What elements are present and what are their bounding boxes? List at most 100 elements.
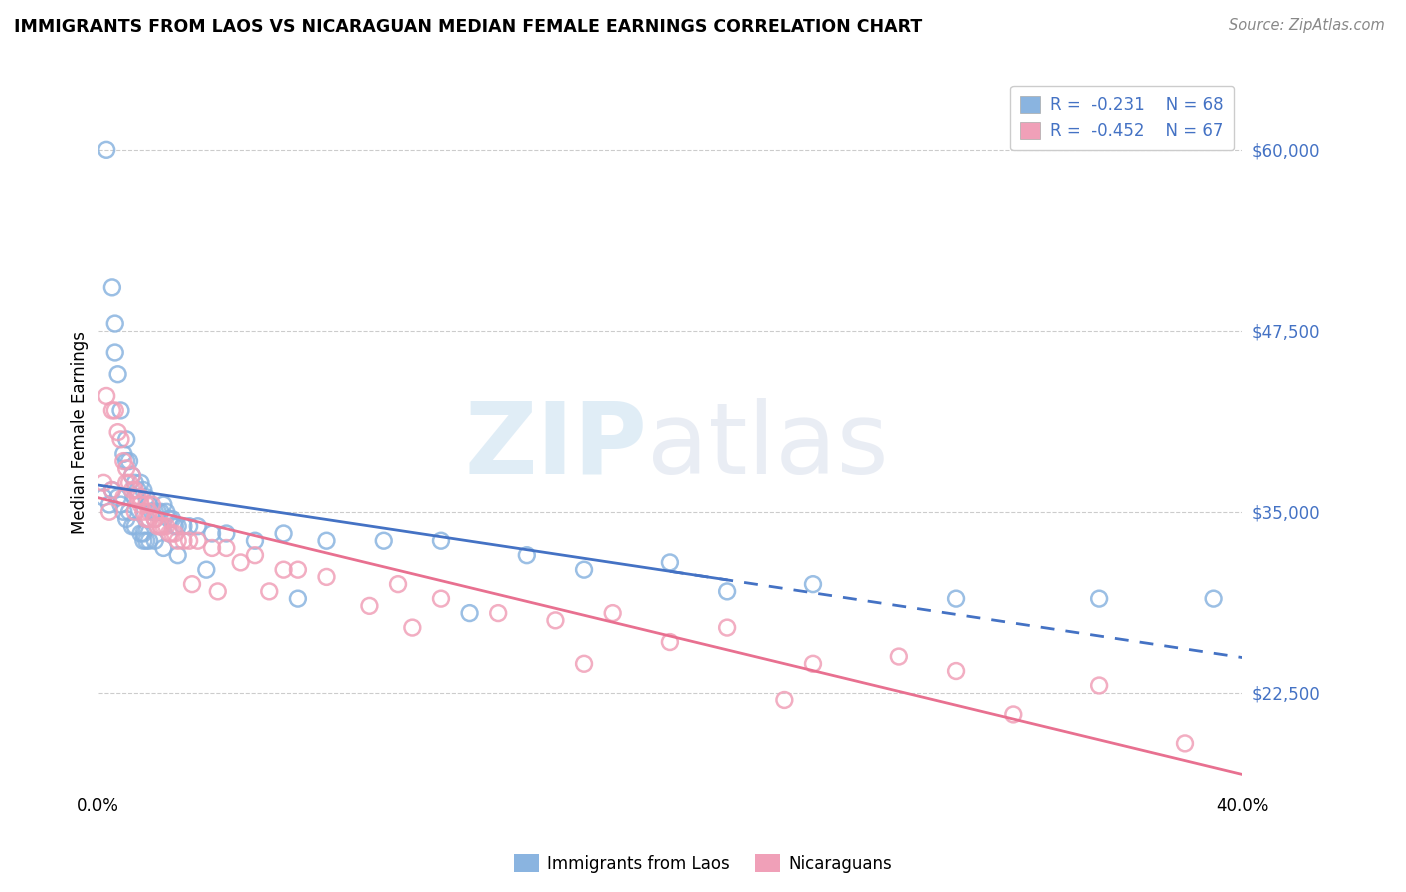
Point [127, 483, 149, 497]
Point [110, 498, 132, 512]
Point [544, 613, 567, 627]
Point [287, 591, 309, 606]
Point [115, 512, 138, 526]
Point [172, 533, 194, 548]
Point [1202, 591, 1225, 606]
Point [115, 461, 138, 475]
Point [124, 519, 146, 533]
Point [146, 505, 169, 519]
Point [149, 505, 172, 519]
Point [112, 447, 135, 461]
Point [152, 519, 174, 533]
Text: atlas: atlas [647, 398, 889, 495]
Point [273, 563, 295, 577]
Point [96, 389, 118, 403]
Point [110, 433, 132, 447]
Text: Source: ZipAtlas.com: Source: ZipAtlas.com [1229, 18, 1385, 33]
Y-axis label: Median Female Earnings: Median Female Earnings [72, 331, 89, 533]
Point [163, 526, 186, 541]
Text: ZIP: ZIP [464, 398, 647, 495]
Point [207, 584, 229, 599]
Point [138, 505, 160, 519]
Point [135, 533, 157, 548]
Point [945, 591, 967, 606]
Point [430, 533, 453, 548]
Point [104, 403, 127, 417]
Point [773, 693, 796, 707]
Legend: Immigrants from Laos, Nicaraguans: Immigrants from Laos, Nicaraguans [508, 847, 898, 880]
Point [243, 533, 266, 548]
Point [124, 475, 146, 490]
Point [141, 498, 163, 512]
Point [201, 526, 224, 541]
Point [121, 468, 143, 483]
Point [143, 512, 166, 526]
Point [118, 454, 141, 468]
Point [572, 563, 595, 577]
Point [132, 533, 155, 548]
Point [101, 403, 124, 417]
Point [387, 577, 409, 591]
Point [101, 280, 124, 294]
Point [273, 526, 295, 541]
Point [132, 526, 155, 541]
Point [215, 526, 238, 541]
Point [135, 490, 157, 504]
Point [315, 570, 337, 584]
Point [1088, 678, 1111, 692]
Point [801, 657, 824, 671]
Point [801, 577, 824, 591]
Point [121, 483, 143, 497]
Point [132, 505, 155, 519]
Point [107, 490, 129, 504]
Point [101, 483, 124, 497]
Point [115, 454, 138, 468]
Point [166, 533, 188, 548]
Point [243, 548, 266, 562]
Point [149, 519, 172, 533]
Point [458, 606, 481, 620]
Point [195, 563, 218, 577]
Point [135, 498, 157, 512]
Point [149, 519, 172, 533]
Point [96, 143, 118, 157]
Point [287, 563, 309, 577]
Point [115, 433, 138, 447]
Point [152, 498, 174, 512]
Point [160, 512, 183, 526]
Point [716, 621, 738, 635]
Point [166, 519, 188, 533]
Point [172, 519, 194, 533]
Point [118, 505, 141, 519]
Point [98, 505, 121, 519]
Point [516, 548, 538, 562]
Point [138, 533, 160, 548]
Point [201, 541, 224, 555]
Point [91, 475, 114, 490]
Point [110, 403, 132, 417]
Point [572, 657, 595, 671]
Point [181, 577, 204, 591]
Point [229, 556, 252, 570]
Point [107, 425, 129, 439]
Point [146, 519, 169, 533]
Point [215, 541, 238, 555]
Point [112, 454, 135, 468]
Point [112, 505, 135, 519]
Point [98, 498, 121, 512]
Point [104, 345, 127, 359]
Point [486, 606, 509, 620]
Point [1174, 736, 1197, 750]
Point [143, 512, 166, 526]
Point [658, 635, 681, 649]
Point [135, 512, 157, 526]
Point [179, 519, 201, 533]
Point [104, 317, 127, 331]
Point [115, 475, 138, 490]
Point [155, 519, 177, 533]
Point [160, 526, 183, 541]
Point [124, 505, 146, 519]
Point [124, 490, 146, 504]
Point [129, 490, 152, 504]
Point [129, 475, 152, 490]
